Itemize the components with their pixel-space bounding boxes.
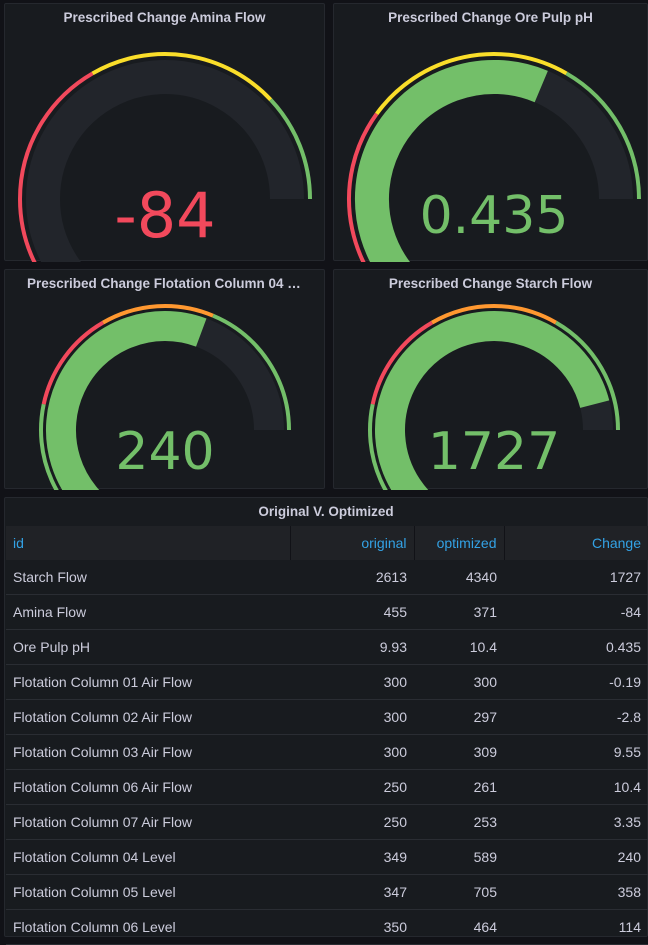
cell-optimized: 300 — [414, 664, 504, 700]
cell-id: Amina Flow — [6, 594, 290, 630]
gauge-flotation-column-04-level: 240 — [39, 304, 291, 490]
cell-original: 300 — [290, 734, 414, 770]
gauge-amina-flow: -84 — [18, 52, 312, 262]
cell-original: 347 — [290, 874, 414, 910]
table-row: Flotation Column 05 Level 347 705 358 — [6, 874, 648, 910]
table-row: Flotation Column 04 Level 349 589 240 — [6, 839, 648, 875]
gauge-value: 1727 — [428, 422, 560, 482]
cell-original: 300 — [290, 664, 414, 700]
cell-change: 10.4 — [504, 769, 648, 805]
column-header-id[interactable]: id — [6, 526, 291, 560]
gauge-threshold-band — [39, 403, 59, 490]
table-title: Original V. Optimized — [258, 504, 394, 519]
cell-original: 300 — [290, 699, 414, 735]
gauge-threshold-band — [41, 320, 105, 405]
gauge-panel-amina-flow: Prescribed Change Amina Flow -84 — [4, 3, 325, 262]
gauge-ore-pulp-ph: 0.435 — [347, 52, 641, 262]
gauge-threshold-band — [212, 313, 291, 431]
gauge-threshold-band — [554, 320, 620, 431]
cell-id: Ore Pulp pH — [6, 629, 290, 665]
gauge-value: 0.435 — [420, 186, 569, 246]
cell-original: 2613 — [290, 560, 414, 595]
gauge-threshold-band — [102, 304, 214, 325]
cell-id: Flotation Column 01 Air Flow — [6, 664, 290, 700]
comparison-table: id original optimized Change Starch Flow… — [6, 526, 648, 945]
cell-optimized: 261 — [414, 769, 504, 805]
gauge-panel-starch-flow: Prescribed Change Starch Flow 1727 — [333, 269, 648, 490]
table-header-row: id original optimized Change — [6, 526, 648, 560]
cell-change: -84 — [504, 594, 648, 630]
cell-optimized: 371 — [414, 594, 504, 630]
gauge-value: -84 — [114, 179, 215, 252]
cell-change: -0.19 — [504, 664, 648, 700]
gauge-threshold-band — [370, 320, 434, 405]
column-header-original[interactable]: original — [290, 526, 415, 560]
table-panel-original-vs-optimized: Original V. Optimized id original optimi… — [4, 497, 648, 945]
gauge-threshold-band — [375, 52, 568, 115]
cell-original: 9.93 — [290, 629, 414, 665]
gauge-track — [26, 60, 304, 262]
gauge-starch-flow: 1727 — [368, 303, 620, 490]
gauge-value: 240 — [115, 422, 214, 482]
cell-id: Flotation Column 06 Air Flow — [6, 769, 290, 805]
cell-optimized: 589 — [414, 839, 504, 875]
gauge-panel-ore-pulp-ph: Prescribed Change Ore Pulp pH 0.435 — [333, 3, 648, 262]
cell-optimized: 705 — [414, 874, 504, 910]
column-header-change[interactable]: Change — [504, 526, 648, 560]
cell-id: Flotation Column 02 Air Flow — [6, 699, 290, 735]
cell-change: 1727 — [504, 560, 648, 595]
cell-change: 114 — [504, 909, 648, 945]
cell-change: 0.435 — [504, 629, 648, 665]
gauge-panel-flotation-column-04-level: Prescribed Change Flotation Column 04 Le… — [4, 269, 325, 490]
cell-change: 9.55 — [504, 734, 648, 770]
gauge-fill — [45, 311, 207, 490]
cell-original: 350 — [290, 909, 414, 945]
gauge-threshold-band — [91, 52, 273, 102]
cell-id: Flotation Column 06 Level — [6, 909, 290, 945]
cell-change: 240 — [504, 839, 648, 875]
cell-change: -2.8 — [504, 699, 648, 735]
table-row: Amina Flow 455 371 -84 — [6, 594, 648, 630]
column-header-optimized[interactable]: optimized — [414, 526, 505, 560]
cell-optimized: 309 — [414, 734, 504, 770]
cell-optimized: 253 — [414, 804, 504, 840]
cell-original: 250 — [290, 804, 414, 840]
cell-optimized: 4340 — [414, 560, 504, 595]
gauge-threshold-band — [368, 403, 388, 490]
gauge-threshold-band — [18, 71, 94, 262]
cell-id: Flotation Column 04 Level — [6, 839, 290, 875]
table-row: Flotation Column 06 Air Flow 250 261 10.4 — [6, 769, 648, 805]
gauge-threshold-band — [565, 71, 641, 200]
table-row: Starch Flow 2613 4340 1727 — [6, 560, 648, 595]
table-row: Flotation Column 07 Air Flow 250 253 3.35 — [6, 804, 648, 840]
cell-original: 349 — [290, 839, 414, 875]
gauge-threshold-band — [431, 303, 557, 325]
cell-id: Flotation Column 03 Air Flow — [6, 734, 290, 770]
cell-optimized: 464 — [414, 909, 504, 945]
table-row: Ore Pulp pH 9.93 10.4 0.435 — [6, 629, 648, 665]
table-row: Flotation Column 01 Air Flow 300 300 -0.19 — [6, 664, 648, 700]
table-row: Flotation Column 02 Air Flow 300 297 -2.8 — [6, 699, 648, 735]
table-row: Flotation Column 03 Air Flow 300 309 9.55 — [6, 734, 648, 770]
gauge-threshold-band — [347, 112, 379, 262]
cell-change: 3.35 — [504, 804, 648, 840]
table-row: Flotation Column 06 Level 350 464 114 — [6, 909, 648, 945]
cell-id: Flotation Column 05 Level — [6, 874, 290, 910]
gauge-fill — [354, 60, 548, 262]
cell-original: 455 — [290, 594, 414, 630]
cell-optimized: 297 — [414, 699, 504, 735]
cell-id: Starch Flow — [6, 560, 290, 595]
cell-optimized: 10.4 — [414, 629, 504, 665]
gauge-threshold-band — [269, 98, 312, 200]
cell-original: 250 — [290, 769, 414, 805]
cell-change: 358 — [504, 874, 648, 910]
cell-id: Flotation Column 07 Air Flow — [6, 804, 290, 840]
gauge-fill — [375, 311, 610, 490]
